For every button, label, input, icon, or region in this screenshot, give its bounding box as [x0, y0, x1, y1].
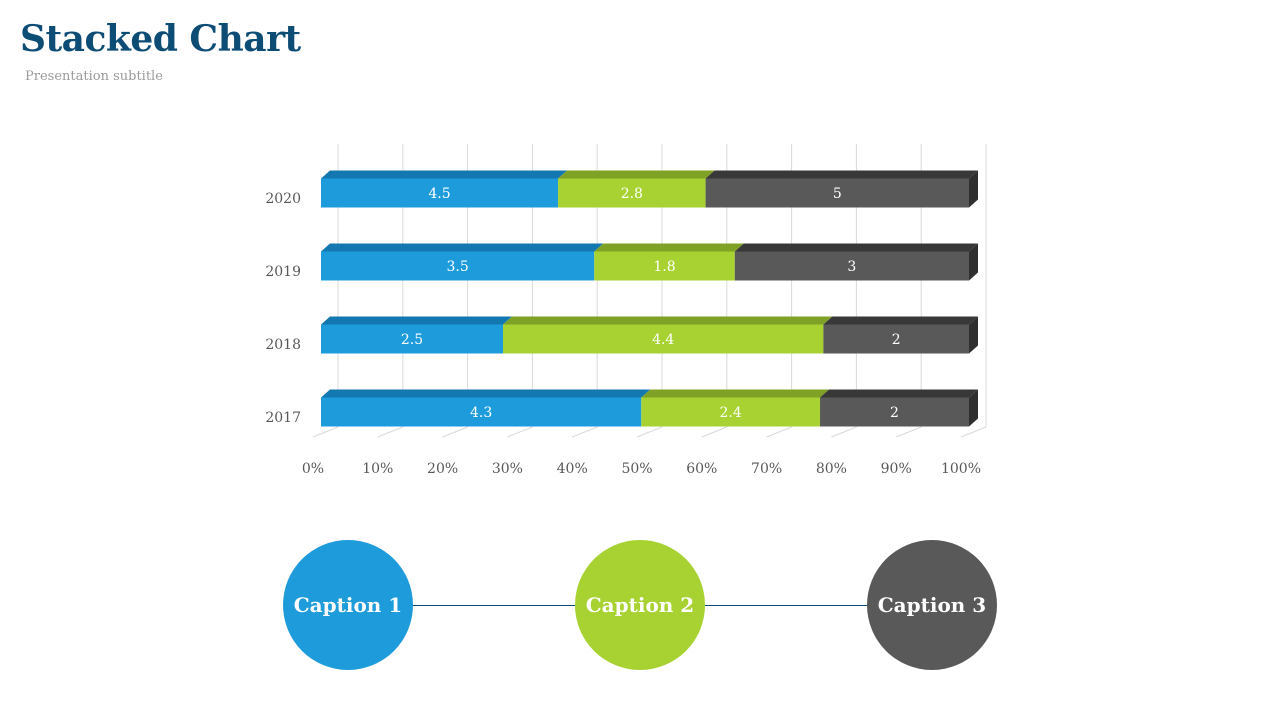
gridline-floor-1 — [377, 426, 403, 438]
bar-2018-s3 — [823, 324, 969, 354]
bar-2018-s1 — [321, 324, 504, 354]
bar-top-2020-s1 — [321, 170, 568, 179]
data-label-2020-s3: 5 — [833, 186, 842, 202]
data-label-2019-s3: 3 — [847, 259, 856, 275]
caption-label-2: Caption 2 — [585, 593, 695, 617]
x-tick-label-8: 80% — [816, 461, 847, 477]
x-tick-label-10: 100% — [941, 461, 981, 477]
gridline-floor-6 — [701, 426, 727, 438]
caption-label-3: Caption 3 — [877, 593, 987, 617]
gridline-floor-10 — [960, 426, 987, 438]
x-tick-label-9: 90% — [881, 461, 912, 477]
caption-connector-1 — [412, 605, 576, 606]
bar-2020-s3 — [705, 178, 969, 208]
bar-2018-s2 — [503, 324, 824, 354]
bar-top-2018-s2 — [503, 316, 833, 325]
bar-side-2017 — [969, 389, 978, 427]
bar-top-2019-s3 — [734, 243, 978, 252]
data-label-2020-s2: 2.8 — [621, 186, 643, 202]
gridline-floor-7 — [766, 426, 792, 438]
x-tick-label-1: 10% — [362, 461, 393, 477]
data-label-2017-s1: 4.3 — [470, 405, 492, 421]
x-tick-label-3: 30% — [492, 461, 523, 477]
gridline-floor-4 — [572, 426, 598, 438]
caption-circle-3: Caption 3 — [867, 540, 997, 670]
gridline-floor-3 — [507, 426, 533, 438]
bar-top-2020-s3 — [705, 170, 978, 179]
bar-top-2019-s1 — [321, 243, 604, 252]
gridline-floor-0 — [312, 426, 339, 438]
caption-circle-1: Caption 1 — [283, 540, 413, 670]
caption-label-1: Caption 1 — [293, 593, 403, 617]
gridline-floor-8 — [831, 426, 857, 438]
y-tick-label-2019: 2019 — [265, 264, 301, 280]
data-label-2017-s2: 2.4 — [720, 405, 742, 421]
x-tick-label-5: 50% — [621, 461, 652, 477]
bar-2020-s2 — [558, 178, 706, 208]
bar-top-2017-s2 — [641, 389, 830, 398]
stacked-bar-chart: 0% 10% 20% 30% 40% 50% 60% 70% 80% 90% 100% 4.3 2.4 2… — [265, 144, 987, 477]
x-tick-label-7: 70% — [751, 461, 782, 477]
x-tick-label-2: 20% — [427, 461, 458, 477]
data-label-2019-s1: 3.5 — [446, 259, 468, 275]
bar-2019-s2 — [594, 251, 735, 281]
bar-top-2017-s3 — [820, 389, 978, 398]
bar-side-2020 — [969, 170, 978, 208]
bar-top-2019-s2 — [594, 243, 744, 252]
bar-2017-s2 — [641, 397, 821, 427]
bar-side-2018 — [969, 316, 978, 354]
data-label-2019-s2: 1.8 — [653, 259, 675, 275]
data-label-2018-s3: 2 — [892, 332, 901, 348]
bar-top-2020-s2 — [558, 170, 715, 179]
y-tick-label-2018: 2018 — [265, 337, 301, 353]
gridline-floor-2 — [442, 426, 468, 438]
data-label-2018-s2: 4.4 — [652, 332, 674, 348]
data-label-2018-s1: 2.5 — [401, 332, 423, 348]
y-tick-label-2020: 2020 — [265, 191, 301, 207]
gridline-floor-5 — [636, 426, 663, 438]
x-tick-label-4: 40% — [557, 461, 588, 477]
y-tick-label-2017: 2017 — [265, 410, 301, 426]
bar-top-2017-s1 — [321, 389, 651, 398]
bar-2017-s1 — [321, 397, 642, 427]
bar-2020-s1 — [321, 178, 559, 208]
bar-top-2018-s1 — [321, 316, 513, 325]
caption-connector-2 — [704, 605, 868, 606]
bar-2017-s3 — [820, 397, 969, 427]
caption-circle-2: Caption 2 — [575, 540, 705, 670]
page-title: Stacked Chart — [20, 18, 301, 60]
x-tick-label-6: 60% — [686, 461, 717, 477]
gridline-floor-9 — [896, 426, 922, 438]
x-tick-label-0: 0% — [302, 461, 324, 477]
bar-top-2018-s3 — [823, 316, 978, 325]
data-label-2020-s1: 4.5 — [428, 186, 450, 202]
bar-2019-s1 — [321, 251, 595, 281]
bar-2019-s3 — [734, 251, 969, 281]
page-subtitle: Presentation subtitle — [25, 69, 163, 84]
bar-side-2019 — [969, 243, 978, 281]
data-label-2017-s3: 2 — [890, 405, 899, 421]
